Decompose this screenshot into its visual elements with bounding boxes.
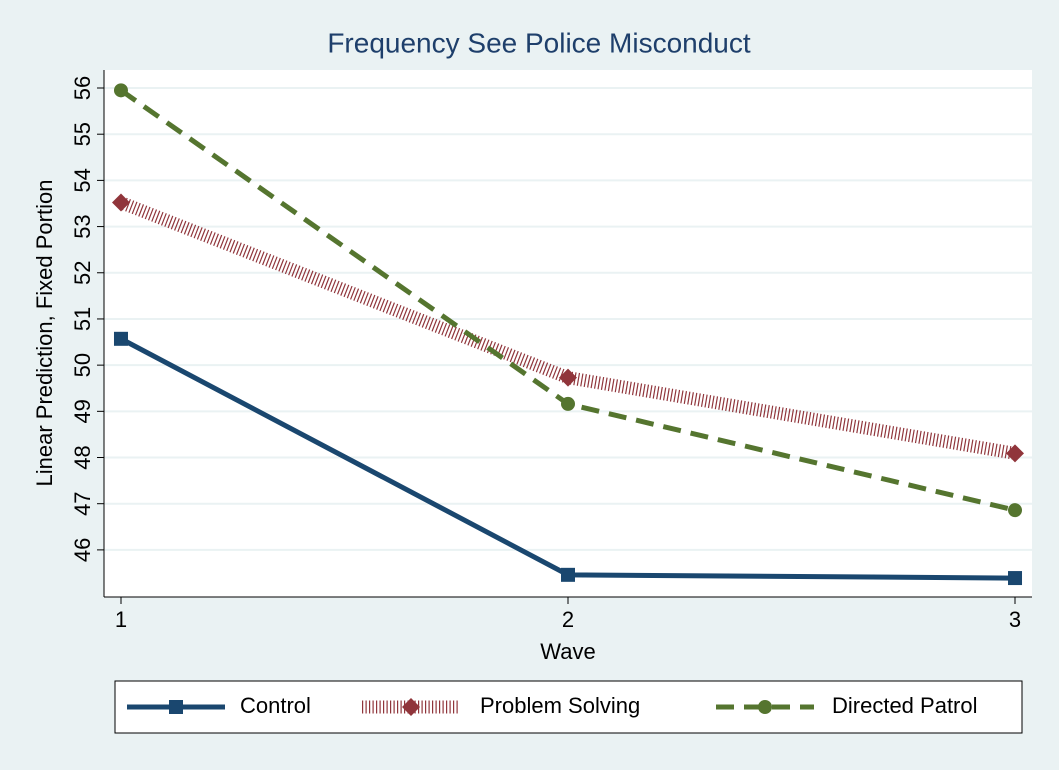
legend-box (114, 680, 1023, 734)
y-tick-label: 55 (70, 122, 95, 146)
data-point (111, 193, 130, 212)
plot-area (104, 70, 1032, 597)
legend-label: Control (240, 693, 311, 718)
y-tick-label: 53 (70, 214, 95, 238)
x-tick-label: 3 (1009, 607, 1021, 632)
y-axis-label: Linear Prediction, Fixed Portion (32, 180, 57, 487)
legend-marker (758, 700, 772, 714)
x-tick-label: 1 (115, 607, 127, 632)
data-point (1006, 444, 1025, 463)
legend-label: Directed Patrol (832, 693, 978, 718)
y-tick-label: 56 (70, 76, 95, 100)
legend-marker (402, 698, 420, 716)
legend-label: Problem Solving (480, 693, 640, 718)
data-point (1008, 503, 1023, 518)
x-tick-label: 2 (562, 607, 574, 632)
y-tick-label: 46 (70, 538, 95, 562)
y-tick-label: 49 (70, 399, 95, 423)
data-point (113, 83, 128, 98)
y-tick-label: 54 (70, 168, 95, 192)
x-axis-label: Wave (540, 639, 595, 664)
data-point (561, 396, 575, 411)
y-tick-label: 51 (70, 307, 95, 331)
y-tick-label: 52 (70, 261, 95, 285)
y-tick-label: 48 (70, 445, 95, 469)
data-point (113, 331, 128, 346)
data-point (559, 368, 577, 387)
data-point (561, 567, 575, 582)
chart-title: Frequency See Police Misconduct (327, 27, 751, 58)
y-tick-label: 50 (70, 353, 95, 377)
legend-marker (169, 700, 183, 714)
data-point (1008, 571, 1023, 586)
y-tick-label: 47 (70, 491, 95, 515)
